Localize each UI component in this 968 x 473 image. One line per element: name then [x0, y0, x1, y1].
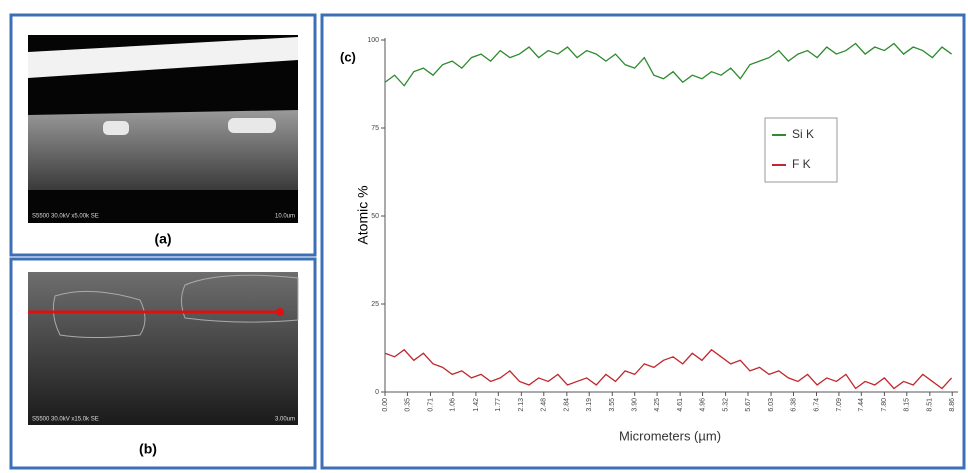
x-tick-label: 0.00	[382, 398, 389, 412]
x-tick-label: 1.77	[495, 398, 502, 412]
x-tick-label: 4.25	[654, 398, 661, 412]
x-tick-label: 2.48	[541, 398, 548, 412]
y-axis-label: Atomic %	[355, 185, 371, 244]
data-line	[384, 348, 953, 390]
x-axis-label: Micrometers (µm)	[619, 428, 721, 443]
y-tick-label: 75	[371, 125, 379, 132]
x-tick-label: 3.90	[632, 398, 639, 412]
sem-scale: 3.00um	[275, 417, 295, 423]
x-tick-label: 8.51	[927, 398, 934, 412]
x-tick-label: 8.86	[949, 398, 956, 412]
y-tick-label: 0	[375, 389, 379, 396]
panel-label: (a)	[154, 231, 171, 247]
x-tick-label: 7.09	[836, 398, 843, 412]
x-tick-label: 5.32	[722, 398, 729, 412]
sem-feature	[103, 121, 129, 135]
x-tick-label: 0.35	[404, 398, 411, 412]
x-tick-label: 1.06	[450, 398, 457, 412]
sem-feature	[228, 118, 276, 133]
data-line	[384, 42, 952, 87]
x-tick-label: 2.84	[564, 398, 571, 412]
y-tick-label: 100	[367, 37, 379, 44]
panel-frame	[320, 13, 966, 470]
sem-image	[28, 272, 298, 425]
x-tick-label: 6.74	[813, 398, 820, 412]
sem-scale: 10.0um	[275, 214, 295, 220]
x-tick-label: 6.38	[790, 398, 797, 412]
x-tick-label: 5.67	[745, 398, 752, 412]
chart-title: (c)	[340, 49, 356, 64]
sem-caption: S5500 30.0kV x5.00k SE	[32, 214, 99, 220]
x-tick-label: 2.13	[518, 398, 525, 412]
x-tick-label: 4.96	[699, 398, 706, 412]
legend-label: F K	[792, 157, 811, 171]
legend-label: Si K	[792, 127, 814, 141]
y-tick-label: 50	[371, 213, 379, 220]
legend-box	[764, 117, 838, 183]
x-tick-label: 7.80	[881, 398, 888, 412]
scan-end	[276, 308, 284, 316]
y-tick-label: 25	[371, 301, 379, 308]
sem-band	[28, 37, 298, 78]
x-tick-label: 7.44	[858, 398, 865, 412]
sem-caption: S5500 30.0kV x15.0k SE	[32, 417, 99, 423]
x-tick-label: 1.42	[473, 398, 480, 412]
x-tick-label: 8.15	[904, 398, 911, 412]
x-tick-label: 3.55	[609, 398, 616, 412]
panel-label: (b)	[139, 441, 157, 457]
x-tick-label: 0.71	[427, 398, 434, 412]
x-tick-label: 4.61	[677, 398, 684, 412]
sem-outline	[181, 274, 299, 323]
sem-outline	[52, 290, 146, 338]
x-tick-label: 3.19	[586, 398, 593, 412]
x-tick-label: 6.03	[768, 398, 775, 412]
